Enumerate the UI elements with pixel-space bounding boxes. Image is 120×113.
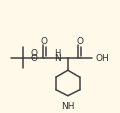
Text: O: O — [41, 36, 48, 45]
Text: OH: OH — [95, 54, 109, 62]
Text: NH: NH — [61, 101, 75, 110]
Text: O: O — [30, 54, 37, 62]
Text: N: N — [54, 54, 60, 62]
Text: H: H — [54, 48, 60, 57]
Text: O: O — [76, 36, 83, 45]
Text: O: O — [30, 48, 37, 57]
